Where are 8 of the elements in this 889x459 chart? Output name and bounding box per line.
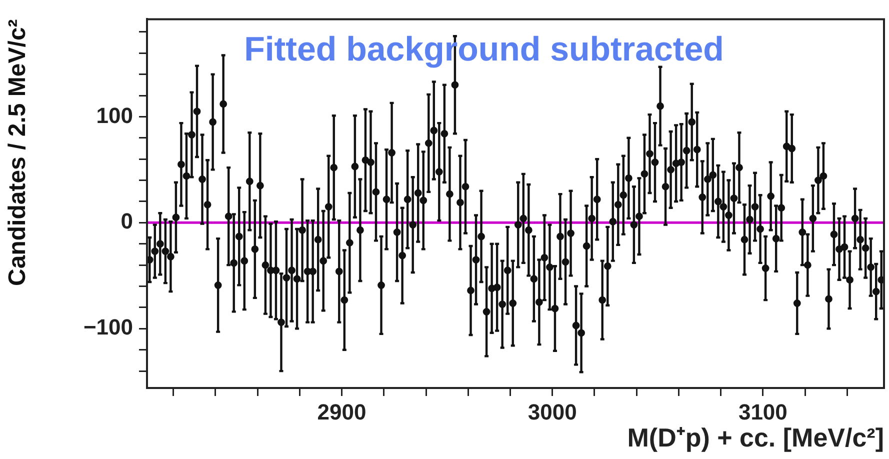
x-tick-label: 2900 [317,399,366,424]
y-tick-label: 100 [96,102,133,128]
y-axis-title: Candidates / 2.5 MeV/c² [4,19,32,286]
x-axis-title: M(D⁺p) + cc. [MeV/c²] [627,422,884,453]
x-tick-label: 3100 [738,399,788,424]
y-tick-label: −100 [83,314,133,340]
y-tick-label: 0 [120,208,133,234]
x-tick-label: 3000 [528,399,577,424]
